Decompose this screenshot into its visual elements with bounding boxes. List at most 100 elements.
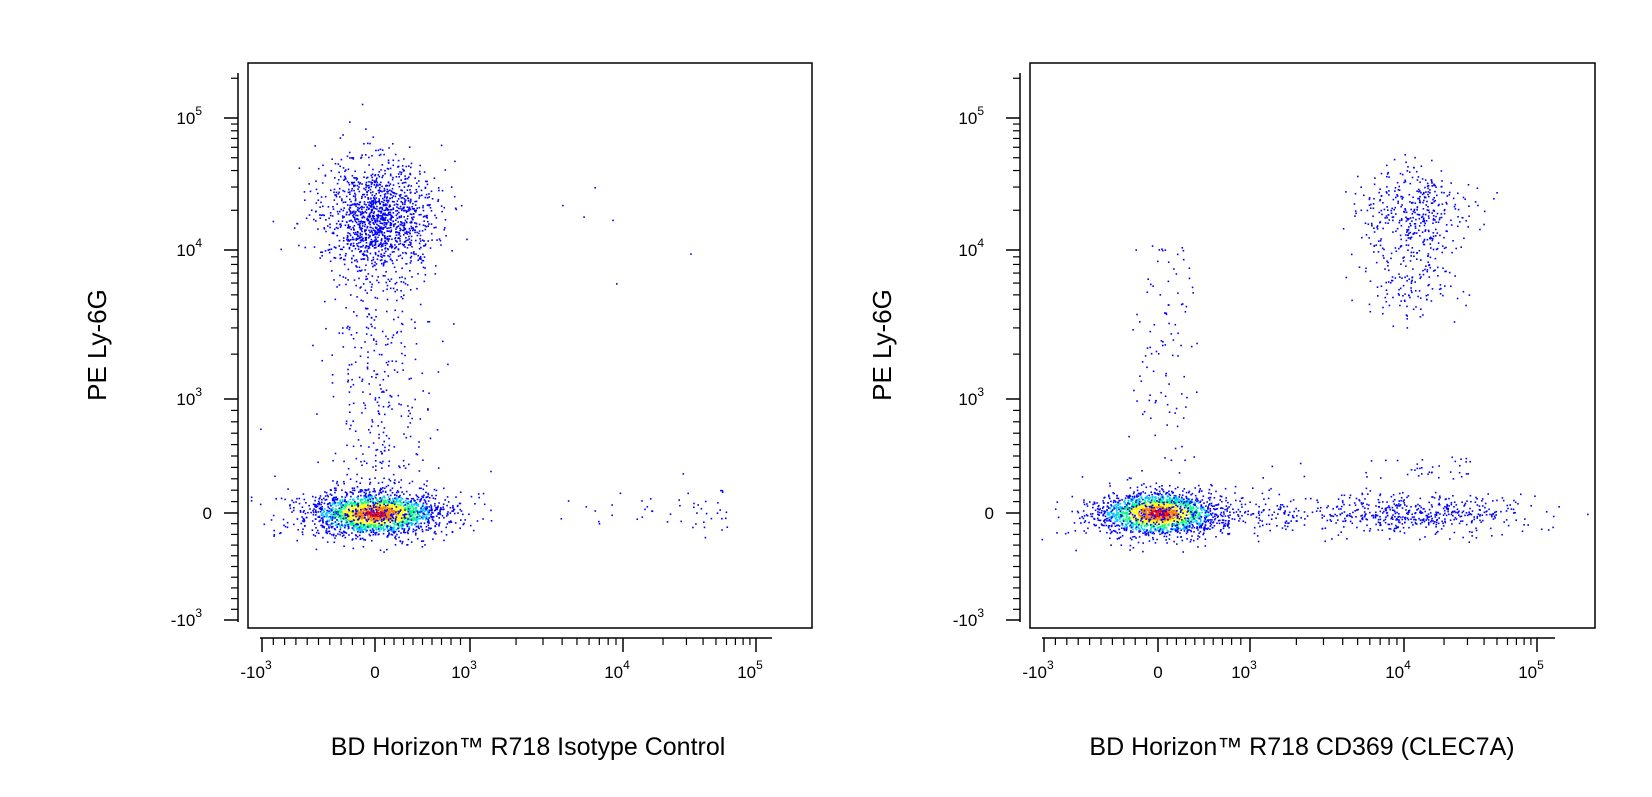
event-dot xyxy=(374,251,377,254)
event-dot xyxy=(349,502,352,505)
event-dot xyxy=(400,403,402,406)
event-dot xyxy=(374,207,377,210)
event-dot xyxy=(422,496,425,499)
event-dot xyxy=(385,516,387,518)
event-dot xyxy=(365,241,368,244)
event-dot xyxy=(349,212,352,215)
event-dot xyxy=(392,224,395,226)
event-dot xyxy=(384,513,387,516)
event-dot xyxy=(351,502,354,505)
event-dot xyxy=(360,507,363,509)
event-dot xyxy=(345,169,347,171)
event-dot xyxy=(389,173,392,176)
event-dot xyxy=(341,500,344,503)
event-dot xyxy=(372,191,374,193)
event-dot xyxy=(445,515,448,517)
event-dot xyxy=(359,515,361,518)
event-dot xyxy=(1152,515,1154,517)
event-dot xyxy=(389,516,392,518)
event-dot xyxy=(338,171,340,174)
event-dot xyxy=(410,162,413,165)
event-dot xyxy=(394,544,397,546)
event-dot xyxy=(383,507,385,509)
event-dot xyxy=(1210,504,1213,507)
event-dot xyxy=(389,183,392,185)
event-dot xyxy=(1116,532,1119,534)
event-dot xyxy=(398,527,400,529)
event-dot xyxy=(385,271,387,273)
event-dot xyxy=(371,514,374,516)
event-dot xyxy=(352,527,355,530)
event-dot xyxy=(398,232,401,235)
event-dot xyxy=(365,529,367,531)
event-dot xyxy=(406,519,409,521)
event-dot xyxy=(410,213,413,216)
event-dot xyxy=(302,511,305,513)
event-dot xyxy=(1142,519,1145,522)
event-dot xyxy=(330,516,333,519)
event-dot xyxy=(414,511,416,514)
event-dot xyxy=(371,200,374,202)
event-dot xyxy=(384,219,387,221)
event-dot xyxy=(1207,507,1209,509)
event-dot xyxy=(363,221,365,223)
event-dot xyxy=(387,484,390,487)
event-dot xyxy=(380,206,383,209)
event-dot xyxy=(373,349,376,352)
event-dot xyxy=(383,487,386,490)
event-dot xyxy=(375,268,377,271)
event-dot xyxy=(426,183,429,186)
event-dot xyxy=(366,225,369,228)
event-dot xyxy=(1206,514,1208,517)
event-dot xyxy=(386,208,388,211)
event-dot xyxy=(334,528,337,531)
event-dot xyxy=(1185,521,1187,523)
event-dot xyxy=(272,514,275,517)
event-dot xyxy=(1154,496,1156,498)
event-dot xyxy=(339,137,342,139)
event-dot xyxy=(460,204,463,207)
event-dot xyxy=(313,218,315,221)
event-dot xyxy=(422,390,424,392)
event-dot xyxy=(342,239,345,242)
event-dot xyxy=(361,380,363,382)
event-dot xyxy=(390,278,393,280)
event-dot xyxy=(359,214,362,216)
event-dot xyxy=(333,256,335,259)
event-dot xyxy=(321,255,323,257)
event-dot xyxy=(369,142,371,145)
event-dot xyxy=(379,549,382,552)
event-dot xyxy=(1142,522,1145,525)
event-dot xyxy=(409,262,412,264)
event-dot xyxy=(408,519,410,521)
event-dot xyxy=(1163,526,1165,529)
event-dot xyxy=(304,525,306,527)
event-dot xyxy=(381,149,384,151)
event-dot xyxy=(1106,509,1108,511)
event-dot xyxy=(447,363,449,366)
event-dot xyxy=(355,233,358,236)
event-dot xyxy=(378,192,380,194)
event-dot xyxy=(438,525,440,527)
event-dot xyxy=(319,508,322,510)
event-dot xyxy=(365,505,368,507)
event-dot xyxy=(362,531,365,533)
event-dot xyxy=(370,425,373,428)
event-dot xyxy=(1157,527,1159,529)
event-dot xyxy=(377,509,380,512)
event-dot xyxy=(348,188,350,191)
event-dot xyxy=(409,412,411,415)
event-dot xyxy=(298,497,301,500)
event-dot xyxy=(368,156,370,159)
event-dot xyxy=(342,515,345,517)
event-dot xyxy=(331,374,334,376)
event-dot xyxy=(454,522,457,524)
event-dot xyxy=(361,501,363,504)
event-dot xyxy=(1183,523,1186,526)
event-dot xyxy=(1109,528,1111,531)
event-dot xyxy=(1119,506,1121,508)
event-dot xyxy=(270,519,273,521)
event-dot xyxy=(345,178,347,180)
event-dot xyxy=(393,481,395,484)
event-dot xyxy=(347,191,350,194)
